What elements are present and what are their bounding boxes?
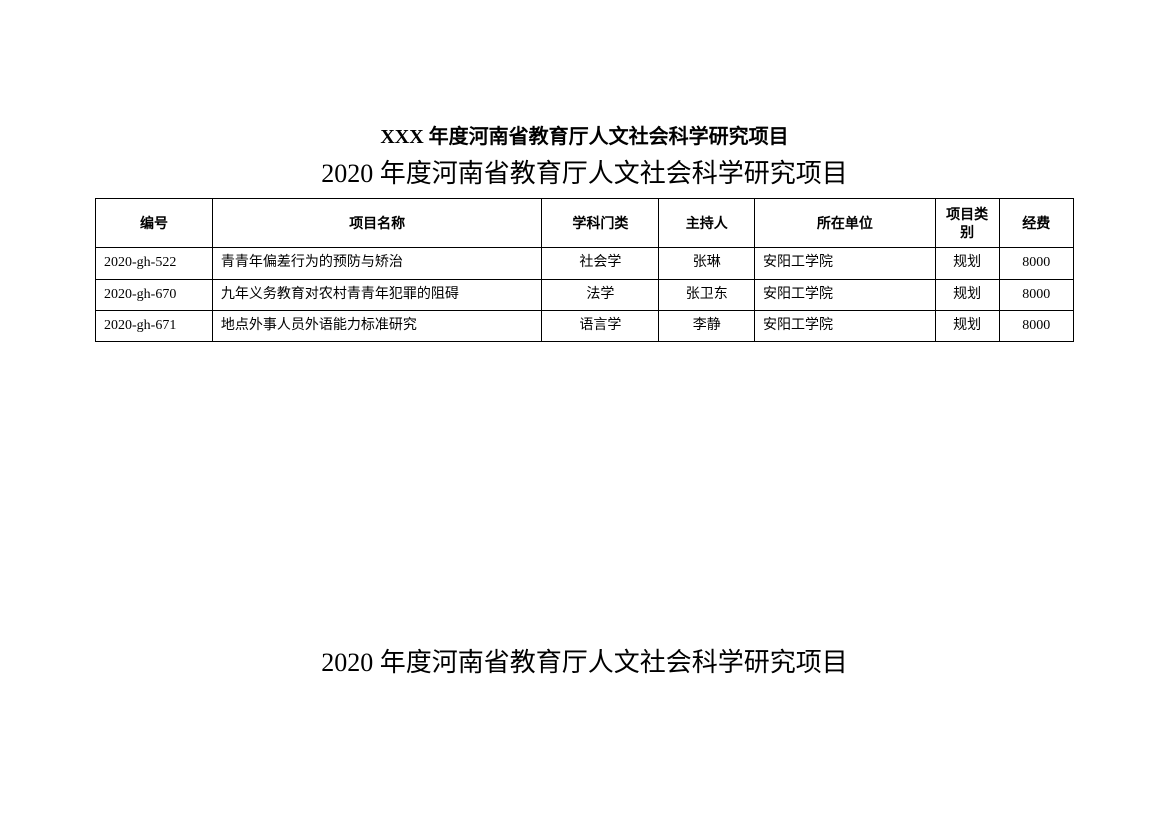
cell-category: 规划 [935,279,999,310]
projects-table: 编号 项目名称 学科门类 主持人 所在单位 项目类别 经费 2020-gh-52… [95,198,1074,342]
header-org: 所在单位 [755,199,936,248]
cell-funding: 8000 [999,279,1073,310]
table-row: 2020-gh-671 地点外事人员外语能力标准研究 语言学 李静 安阳工学院 … [96,310,1074,341]
cell-name: 青青年偏差行为的预防与矫治 [212,248,542,279]
cell-id: 2020-gh-671 [96,310,213,341]
header-category: 项目类别 [935,199,999,248]
cell-host: 张琳 [659,248,755,279]
cell-category: 规划 [935,248,999,279]
table-row: 2020-gh-522 青青年偏差行为的预防与矫治 社会学 张琳 安阳工学院 规… [96,248,1074,279]
cell-funding: 8000 [999,310,1073,341]
cell-subject: 语言学 [542,310,659,341]
header-host: 主持人 [659,199,755,248]
cell-name: 九年义务教育对农村青青年犯罪的阻碍 [212,279,542,310]
header-funding: 经费 [999,199,1073,248]
page-title-bold: XXX 年度河南省教育厅人文社会科学研究项目 [95,120,1074,149]
cell-host: 李静 [659,310,755,341]
cell-subject: 法学 [542,279,659,310]
cell-category: 规划 [935,310,999,341]
cell-name: 地点外事人员外语能力标准研究 [212,310,542,341]
cell-org: 安阳工学院 [755,248,936,279]
cell-org: 安阳工学院 [755,310,936,341]
table-header-row: 编号 项目名称 学科门类 主持人 所在单位 项目类别 经费 [96,199,1074,248]
cell-org: 安阳工学院 [755,279,936,310]
header-subject: 学科门类 [542,199,659,248]
table-row: 2020-gh-670 九年义务教育对农村青青年犯罪的阻碍 法学 张卫东 安阳工… [96,279,1074,310]
cell-funding: 8000 [999,248,1073,279]
page-footer-title: 2020 年度河南省教育厅人文社会科学研究项目 [95,642,1074,679]
cell-host: 张卫东 [659,279,755,310]
cell-id: 2020-gh-670 [96,279,213,310]
page-title-main: 2020 年度河南省教育厅人文社会科学研究项目 [95,153,1074,190]
cell-id: 2020-gh-522 [96,248,213,279]
header-name: 项目名称 [212,199,542,248]
cell-subject: 社会学 [542,248,659,279]
header-id: 编号 [96,199,213,248]
